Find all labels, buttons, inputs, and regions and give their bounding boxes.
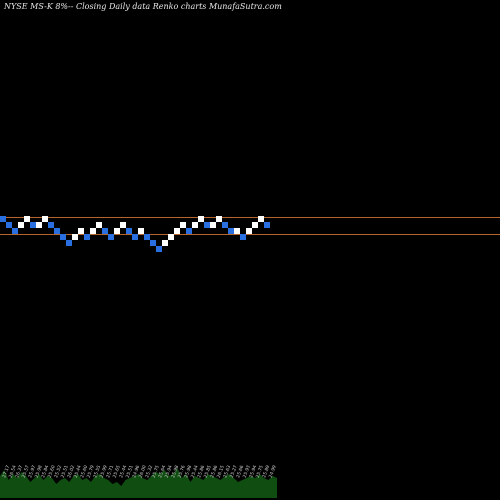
renko-brick-up — [18, 222, 24, 228]
renko-brick-up — [78, 228, 84, 234]
renko-brick-up — [162, 240, 168, 246]
date-label: 25.55 — [92, 464, 102, 478]
renko-brick-up — [96, 222, 102, 228]
date-label: 24.96 — [131, 464, 141, 478]
date-label: 25.44 — [73, 464, 83, 478]
date-label: 26.00 — [138, 464, 148, 478]
renko-brick-down — [264, 222, 270, 228]
chart-title: NYSE MS-K 8%-- Closing Daily data Renko … — [3, 2, 282, 11]
date-label: 26.54 — [8, 464, 18, 478]
date-label: 26.15 — [216, 464, 226, 478]
renko-brick-up — [246, 228, 252, 234]
renko-brick-down — [6, 222, 12, 228]
renko-brick-up — [198, 216, 204, 222]
date-label: 25.89 — [261, 464, 271, 478]
date-label: 25.60 — [47, 464, 57, 478]
renko-brick-down — [12, 228, 18, 234]
renko-brick-down — [54, 228, 60, 234]
volume-area-shape — [0, 468, 277, 498]
renko-brick-up — [114, 228, 120, 234]
date-label: 25.44 — [190, 464, 200, 478]
date-label: 25.94 — [164, 464, 174, 478]
renko-brick-down — [228, 228, 234, 234]
renko-brick-up — [42, 216, 48, 222]
volume-area — [0, 468, 277, 498]
renko-brick-down — [108, 234, 114, 240]
renko-brick-down — [132, 234, 138, 240]
date-label: 25.75 — [151, 464, 161, 478]
renko-brick-down — [48, 222, 54, 228]
date-label: 25.97 — [27, 464, 37, 478]
renko-brick-up — [120, 222, 126, 228]
renko-brick-down — [30, 222, 36, 228]
date-labels: 27.1726.5426.3725.5725.9725.9825.8425.60… — [1, 464, 278, 478]
date-label: 25.94 — [248, 464, 258, 478]
date-label: 25.93 — [242, 464, 252, 478]
date-label: 25.98 — [34, 464, 44, 478]
renko-brick-up — [192, 222, 198, 228]
renko-bricks — [0, 216, 270, 252]
date-label: 26.37 — [14, 464, 24, 478]
renko-brick-up — [90, 228, 96, 234]
renko-brick-down — [0, 216, 6, 222]
renko-brick-down — [240, 234, 246, 240]
date-label: 25.79 — [86, 464, 96, 478]
date-label: 25.52 — [53, 464, 63, 478]
date-label: 25.76 — [177, 464, 187, 478]
renko-brick-up — [174, 228, 180, 234]
date-label: 25.57 — [21, 464, 31, 478]
date-label: 25.75 — [255, 464, 265, 478]
renko-brick-up — [234, 228, 240, 234]
renko-brick-down — [186, 228, 192, 234]
date-label: 25.51 — [60, 464, 70, 478]
date-label: 25.66 — [235, 464, 245, 478]
renko-brick-down — [156, 246, 162, 252]
renko-brick-up — [168, 234, 174, 240]
date-label: 25.63 — [222, 464, 232, 478]
renko-brick-up — [180, 222, 186, 228]
date-label: 25.51 — [125, 464, 135, 478]
date-label: 26.02 — [66, 464, 76, 478]
renko-brick-up — [138, 228, 144, 234]
date-label: 25.32 — [144, 464, 154, 478]
renko-brick-up — [252, 222, 258, 228]
date-label: 25.60 — [79, 464, 89, 478]
renko-brick-down — [204, 222, 210, 228]
date-label: 25.86 — [196, 464, 206, 478]
date-label: 25.71 — [105, 464, 115, 478]
renko-brick-up — [72, 234, 78, 240]
date-label: 25.86 — [209, 464, 219, 478]
renko-brick-up — [258, 216, 264, 222]
date-label: 25.64 — [157, 464, 167, 478]
renko-brick-down — [84, 234, 90, 240]
date-label: 25.98 — [183, 464, 193, 478]
renko-brick-up — [210, 222, 216, 228]
date-label: 25.65 — [112, 464, 122, 478]
date-label: 25.85 — [203, 464, 213, 478]
renko-brick-down — [102, 228, 108, 234]
date-label: 25.84 — [40, 464, 50, 478]
renko-brick-down — [222, 222, 228, 228]
date-label: 25.44 — [118, 464, 128, 478]
date-label: 25.27 — [229, 464, 239, 478]
renko-brick-down — [66, 240, 72, 246]
price-levels — [0, 217, 500, 235]
renko-brick-up — [24, 216, 30, 222]
date-label: 27.17 — [1, 464, 11, 478]
renko-brick-down — [150, 240, 156, 246]
date-label: 25.98 — [170, 464, 180, 478]
renko-brick-down — [126, 228, 132, 234]
renko-brick-up — [216, 216, 222, 222]
renko-brick-up — [36, 222, 42, 228]
date-label: 24.99 — [268, 464, 278, 478]
renko-brick-down — [60, 234, 66, 240]
date-label: 25.99 — [99, 464, 109, 478]
renko-brick-down — [144, 234, 150, 240]
